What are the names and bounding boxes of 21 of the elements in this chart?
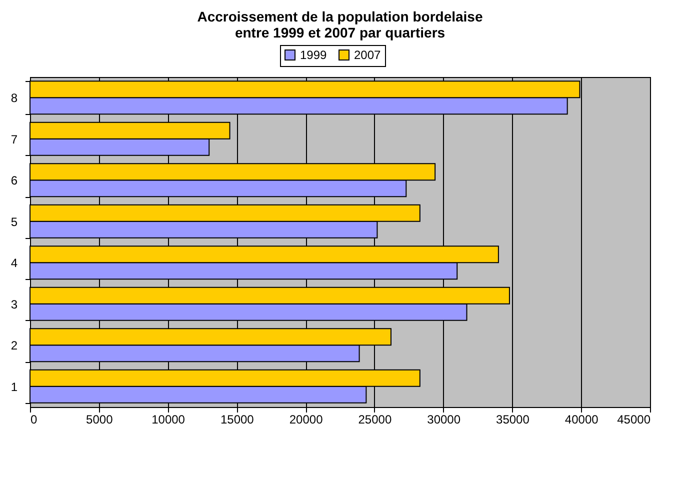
y-tick-label: 5 xyxy=(10,214,18,229)
x-tick-label: 15000 xyxy=(220,412,254,426)
legend-label: 1999 xyxy=(300,48,328,62)
x-tick-label: 0 xyxy=(30,412,38,426)
y-tick-label: 4 xyxy=(10,256,18,270)
x-tick-label: 25000 xyxy=(358,412,392,426)
x-tick-label: 40000 xyxy=(564,412,599,426)
x-tick-label: 5000 xyxy=(86,412,114,426)
x-tick-label: 10000 xyxy=(152,412,186,426)
chart-title: Accroissement de la population bordelaise entre 1999 et 2007 par quartiers xyxy=(197,8,483,40)
x-tick-label: 20000 xyxy=(289,412,324,426)
y-tick-label: 1 xyxy=(10,380,18,394)
x-tick-label: 35000 xyxy=(496,412,530,426)
legend-label: 2007 xyxy=(354,48,382,62)
y-tick-label: 8 xyxy=(10,91,18,106)
x-tick-label: 45000 xyxy=(617,412,651,426)
y-tick-label: 6 xyxy=(10,174,18,188)
y-tick-label: 7 xyxy=(10,132,18,146)
y-tick-label: 2 xyxy=(10,338,18,353)
x-tick-label: 30000 xyxy=(427,412,461,426)
y-tick-label: 3 xyxy=(10,297,18,312)
